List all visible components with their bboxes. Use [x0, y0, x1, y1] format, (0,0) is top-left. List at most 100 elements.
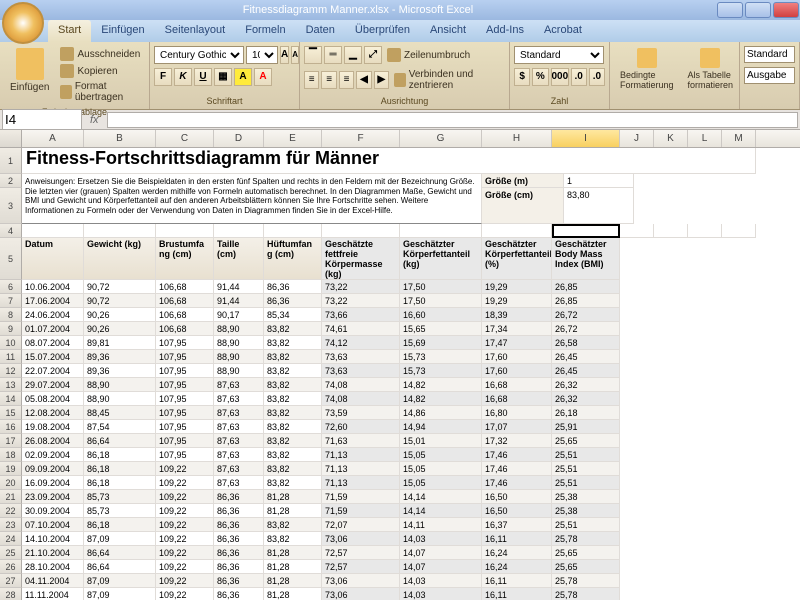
table-header[interactable]: Brustumfa ng (cm) — [156, 238, 214, 280]
bold-button[interactable]: F — [154, 68, 172, 86]
table-cell[interactable]: 19,29 — [482, 294, 552, 308]
table-header[interactable]: Geschätzter Körperfettanteil (%) — [482, 238, 552, 280]
table-cell[interactable]: 15,69 — [400, 336, 482, 350]
row-header-19[interactable]: 19 — [0, 462, 22, 476]
table-cell[interactable]: 81,28 — [264, 588, 322, 600]
col-header-K[interactable]: K — [654, 130, 688, 147]
row-header-9[interactable]: 9 — [0, 322, 22, 336]
comma-button[interactable]: 000 — [551, 68, 569, 86]
table-cell[interactable]: 73,66 — [322, 308, 400, 322]
col-header-A[interactable]: A — [22, 130, 84, 147]
table-cell[interactable]: 71,13 — [322, 448, 400, 462]
row-header-11[interactable]: 11 — [0, 350, 22, 364]
table-cell[interactable]: 25,38 — [552, 504, 620, 518]
paste-button[interactable]: Einfügen — [4, 46, 55, 104]
table-cell[interactable]: 16,11 — [482, 588, 552, 600]
fx-icon[interactable]: fx — [84, 114, 105, 126]
table-cell[interactable]: 26,32 — [552, 392, 620, 406]
table-cell[interactable]: 25,38 — [552, 490, 620, 504]
table-cell[interactable]: 107,95 — [156, 336, 214, 350]
table-cell[interactable]: 88,90 — [84, 392, 156, 406]
col-header-L[interactable]: L — [688, 130, 722, 147]
table-cell[interactable]: 14,03 — [400, 588, 482, 600]
table-cell[interactable]: 14.10.2004 — [22, 532, 84, 546]
table-cell[interactable]: 106,68 — [156, 308, 214, 322]
table-cell[interactable]: 83,82 — [264, 406, 322, 420]
formula-input[interactable] — [107, 112, 798, 128]
table-cell[interactable]: 17,47 — [482, 336, 552, 350]
table-cell[interactable]: 26.08.2004 — [22, 434, 84, 448]
table-cell[interactable]: 109,22 — [156, 518, 214, 532]
table-header[interactable]: Gewicht (kg) — [84, 238, 156, 280]
font-size-select[interactable]: 10 — [246, 46, 278, 64]
table-cell[interactable]: 88,90 — [214, 364, 264, 378]
table-cell[interactable]: 16,24 — [482, 546, 552, 560]
cut-button[interactable]: Ausschneiden — [57, 46, 145, 62]
tab-daten[interactable]: Daten — [296, 20, 345, 42]
row-header-4[interactable]: 4 — [0, 224, 22, 238]
table-cell[interactable]: 14,82 — [400, 392, 482, 406]
table-cell[interactable]: 83,82 — [264, 518, 322, 532]
table-cell[interactable]: 86,64 — [84, 434, 156, 448]
table-cell[interactable]: 14,82 — [400, 378, 482, 392]
table-cell[interactable]: 25,51 — [552, 518, 620, 532]
tab-seitenlayout[interactable]: Seitenlayout — [155, 20, 236, 42]
table-header[interactable]: Geschätzter Body Mass Index (BMI) — [552, 238, 620, 280]
table-cell[interactable]: 17,07 — [482, 420, 552, 434]
table-cell[interactable]: 83,82 — [264, 378, 322, 392]
table-cell[interactable]: 17,60 — [482, 364, 552, 378]
table-cell[interactable]: 81,28 — [264, 560, 322, 574]
table-cell[interactable]: 16,80 — [482, 406, 552, 420]
cell-style-output[interactable]: Ausgabe — [744, 67, 795, 84]
table-cell[interactable]: 86,18 — [84, 448, 156, 462]
col-header-G[interactable]: G — [400, 130, 482, 147]
table-cell[interactable]: 107,95 — [156, 364, 214, 378]
align-center-button[interactable]: ≡ — [321, 71, 336, 89]
table-cell[interactable]: 85,73 — [84, 504, 156, 518]
worksheet[interactable]: ABCDEFGHIJKLM 1Fitness-Fortschrittsdiagr… — [0, 130, 800, 600]
table-cell[interactable]: 90,17 — [214, 308, 264, 322]
table-cell[interactable]: 08.07.2004 — [22, 336, 84, 350]
table-cell[interactable]: 18,39 — [482, 308, 552, 322]
table-cell[interactable]: 87,09 — [84, 574, 156, 588]
table-cell[interactable]: 25,65 — [552, 546, 620, 560]
table-cell[interactable]: 14,94 — [400, 420, 482, 434]
align-right-button[interactable]: ≡ — [339, 71, 354, 89]
copy-button[interactable]: Kopieren — [57, 63, 145, 79]
table-cell[interactable]: 86,18 — [84, 518, 156, 532]
table-cell[interactable]: 107,95 — [156, 448, 214, 462]
table-cell[interactable]: 25,65 — [552, 560, 620, 574]
table-cell[interactable]: 71,59 — [322, 504, 400, 518]
cell-style-standard[interactable]: Standard — [744, 46, 795, 63]
col-header-F[interactable]: F — [322, 130, 400, 147]
tab-add-ins[interactable]: Add-Ins — [476, 20, 534, 42]
table-cell[interactable]: 15,73 — [400, 350, 482, 364]
table-cell[interactable]: 24.06.2004 — [22, 308, 84, 322]
table-cell[interactable]: 83,82 — [264, 350, 322, 364]
row-header-27[interactable]: 27 — [0, 574, 22, 588]
table-cell[interactable]: 89,36 — [84, 364, 156, 378]
table-cell[interactable]: 88,90 — [84, 378, 156, 392]
close-button[interactable] — [773, 2, 799, 18]
table-cell[interactable]: 26,58 — [552, 336, 620, 350]
name-box[interactable] — [2, 109, 82, 130]
table-cell[interactable]: 109,22 — [156, 588, 214, 600]
table-cell[interactable]: 73,63 — [322, 364, 400, 378]
table-cell[interactable]: 15.07.2004 — [22, 350, 84, 364]
selected-cell[interactable] — [552, 224, 620, 238]
table-cell[interactable]: 17,46 — [482, 462, 552, 476]
table-cell[interactable]: 109,22 — [156, 504, 214, 518]
table-cell[interactable]: 17.06.2004 — [22, 294, 84, 308]
table-cell[interactable]: 74,08 — [322, 378, 400, 392]
table-cell[interactable]: 21.10.2004 — [22, 546, 84, 560]
currency-button[interactable]: $ — [514, 68, 530, 86]
table-cell[interactable]: 14,03 — [400, 574, 482, 588]
table-cell[interactable]: 86,36 — [214, 574, 264, 588]
row-header-5[interactable]: 5 — [0, 238, 22, 280]
table-cell[interactable]: 86,36 — [214, 588, 264, 600]
page-title[interactable]: Fitness-Fortschrittsdiagramm für Männer — [22, 148, 756, 174]
table-cell[interactable]: 88,90 — [214, 350, 264, 364]
table-cell[interactable]: 15,01 — [400, 434, 482, 448]
table-cell[interactable]: 72,60 — [322, 420, 400, 434]
table-cell[interactable]: 17,32 — [482, 434, 552, 448]
